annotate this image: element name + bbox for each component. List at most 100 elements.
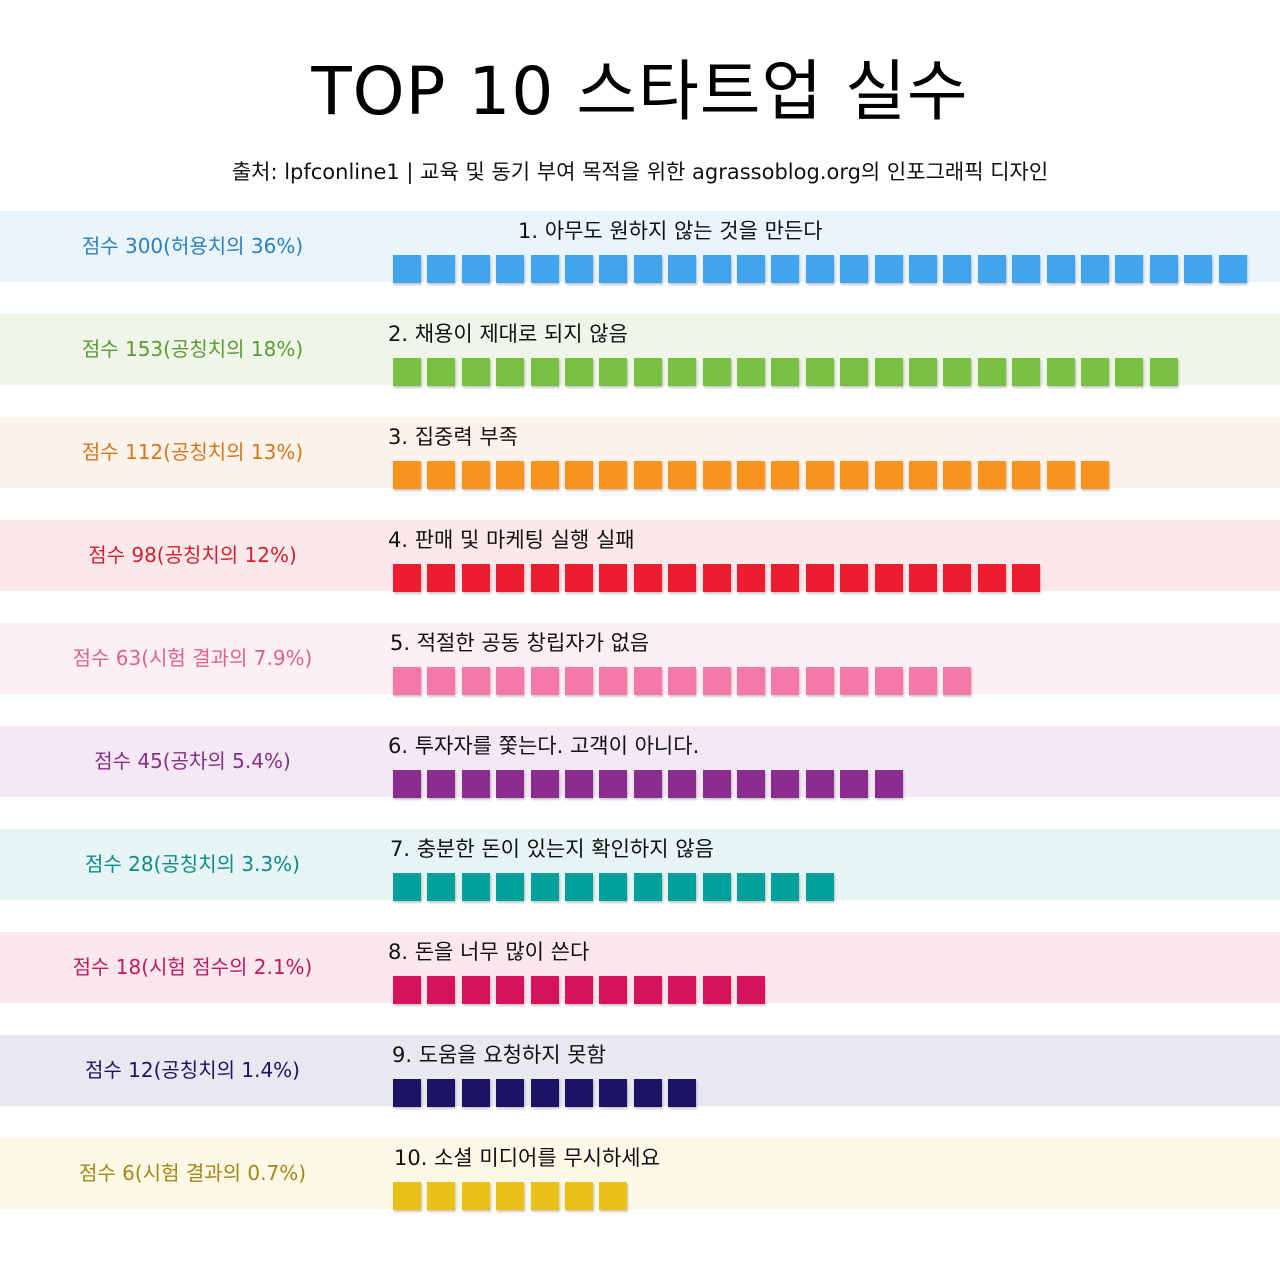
bar-square bbox=[427, 667, 456, 695]
bar-square bbox=[1184, 255, 1213, 283]
bar-square bbox=[874, 564, 903, 592]
bar-square bbox=[702, 255, 731, 283]
bar-square bbox=[530, 976, 559, 1004]
bar-square bbox=[530, 873, 559, 901]
bar-square bbox=[805, 358, 834, 386]
bar-square bbox=[668, 564, 697, 592]
bar-square bbox=[633, 255, 662, 283]
bar-square bbox=[565, 770, 593, 798]
bar-square bbox=[1012, 564, 1041, 592]
bar-square bbox=[737, 255, 765, 283]
bar-square bbox=[1012, 461, 1041, 489]
score-label: 점수 63(시험 결과의 7.9%) bbox=[72, 646, 313, 670]
bar-square bbox=[909, 358, 937, 386]
bar-square bbox=[496, 358, 525, 386]
bar-square bbox=[1081, 461, 1109, 489]
score-label: 점수 6(시험 결과의 0.7%) bbox=[78, 1161, 306, 1185]
bar-square bbox=[461, 358, 490, 386]
bar-square bbox=[496, 667, 525, 695]
bar-square bbox=[393, 1079, 421, 1107]
bar-square bbox=[393, 564, 421, 592]
bar-square bbox=[771, 770, 800, 798]
chart-subtitle: 출처: lpfconline1 | 교육 및 동기 부여 목적을 위한 agra… bbox=[231, 160, 1049, 184]
bar-square bbox=[702, 667, 731, 695]
bar-square bbox=[668, 358, 697, 386]
bar-square bbox=[977, 358, 1006, 386]
bar-square bbox=[943, 358, 972, 386]
bar-square bbox=[393, 1182, 421, 1210]
bar-square bbox=[599, 770, 628, 798]
bar-square bbox=[943, 667, 972, 695]
bar-square bbox=[943, 461, 972, 489]
bar-square bbox=[393, 873, 421, 901]
bar-square bbox=[737, 976, 765, 1004]
bar-square bbox=[840, 667, 869, 695]
bar-square bbox=[427, 255, 456, 283]
bar-row: 점수 63(시험 결과의 7.9%) 5. 적절한 공동 창립자가 없음 bbox=[0, 623, 1280, 695]
bar-square bbox=[565, 358, 593, 386]
bar-row: 점수 12(공칭치의 1.4%) 9. 도움을 요청하지 못함 bbox=[0, 1035, 1280, 1107]
bar-square bbox=[565, 1182, 593, 1210]
bar-row: 점수 98(공칭치의 12%) 4. 판매 및 마케팅 실행 실패 bbox=[0, 520, 1280, 592]
bar-square bbox=[771, 564, 800, 592]
category-label: 1. 아무도 원하지 않는 것을 만든다 bbox=[518, 219, 823, 243]
bar-square bbox=[909, 255, 937, 283]
bar-square bbox=[633, 976, 662, 1004]
bar-square bbox=[461, 255, 490, 283]
bar-square bbox=[530, 255, 559, 283]
bar-row: 점수 112(공칭치의 13%) 3. 집중력 부족 bbox=[0, 417, 1280, 489]
category-label: 3. 집중력 부족 bbox=[388, 425, 518, 449]
bar-square bbox=[702, 770, 731, 798]
bar-square bbox=[496, 564, 525, 592]
bar-square bbox=[805, 770, 834, 798]
bar-square bbox=[633, 1079, 662, 1107]
bar-square bbox=[805, 461, 834, 489]
category-label: 2. 채용이 제대로 되지 않음 bbox=[388, 322, 628, 346]
bar-square bbox=[668, 770, 697, 798]
bar-square bbox=[530, 770, 559, 798]
bar-square bbox=[805, 255, 834, 283]
bar-square bbox=[427, 358, 456, 386]
bar-square bbox=[1218, 255, 1247, 283]
bar-square bbox=[771, 461, 800, 489]
bar-square bbox=[1115, 358, 1144, 386]
bar-square bbox=[461, 461, 490, 489]
bar-square bbox=[874, 255, 903, 283]
bar-square bbox=[599, 976, 628, 1004]
bar-square bbox=[977, 564, 1006, 592]
bar-square bbox=[633, 667, 662, 695]
bar-square bbox=[633, 770, 662, 798]
bar-square bbox=[771, 667, 800, 695]
bar-square bbox=[565, 667, 593, 695]
score-label: 점수 153(공칭치의 18%) bbox=[81, 337, 304, 361]
bar-square bbox=[427, 873, 456, 901]
bar-square bbox=[771, 873, 800, 901]
bar-square bbox=[805, 564, 834, 592]
bar-square bbox=[840, 255, 869, 283]
bar-square bbox=[1012, 255, 1041, 283]
category-label: 5. 적절한 공동 창립자가 없음 bbox=[390, 631, 650, 655]
bar-square bbox=[702, 358, 731, 386]
bar-square bbox=[530, 358, 559, 386]
bar-square bbox=[427, 976, 456, 1004]
bar-square bbox=[1149, 255, 1178, 283]
bar-square bbox=[530, 1079, 559, 1107]
category-label: 6. 투자자를 쫓는다. 고객이 아니다. bbox=[388, 734, 700, 758]
bar-square bbox=[840, 358, 869, 386]
bar-square bbox=[1115, 255, 1144, 283]
chart-title: TOP 10 스타트업 실수 bbox=[311, 53, 969, 130]
bar-square bbox=[599, 1182, 628, 1210]
bar-square bbox=[393, 667, 421, 695]
bar-square bbox=[496, 873, 525, 901]
bar-square bbox=[599, 255, 628, 283]
bar-square bbox=[496, 976, 525, 1004]
bar-square bbox=[702, 873, 731, 901]
bar-square bbox=[393, 770, 421, 798]
bar-square bbox=[633, 873, 662, 901]
bar-square bbox=[565, 976, 593, 1004]
bar-square bbox=[909, 667, 937, 695]
bar-row: 점수 300(허용치의 36%) 1. 아무도 원하지 않는 것을 만든다 bbox=[0, 211, 1280, 283]
bar-square bbox=[565, 255, 593, 283]
bar-square bbox=[805, 667, 834, 695]
